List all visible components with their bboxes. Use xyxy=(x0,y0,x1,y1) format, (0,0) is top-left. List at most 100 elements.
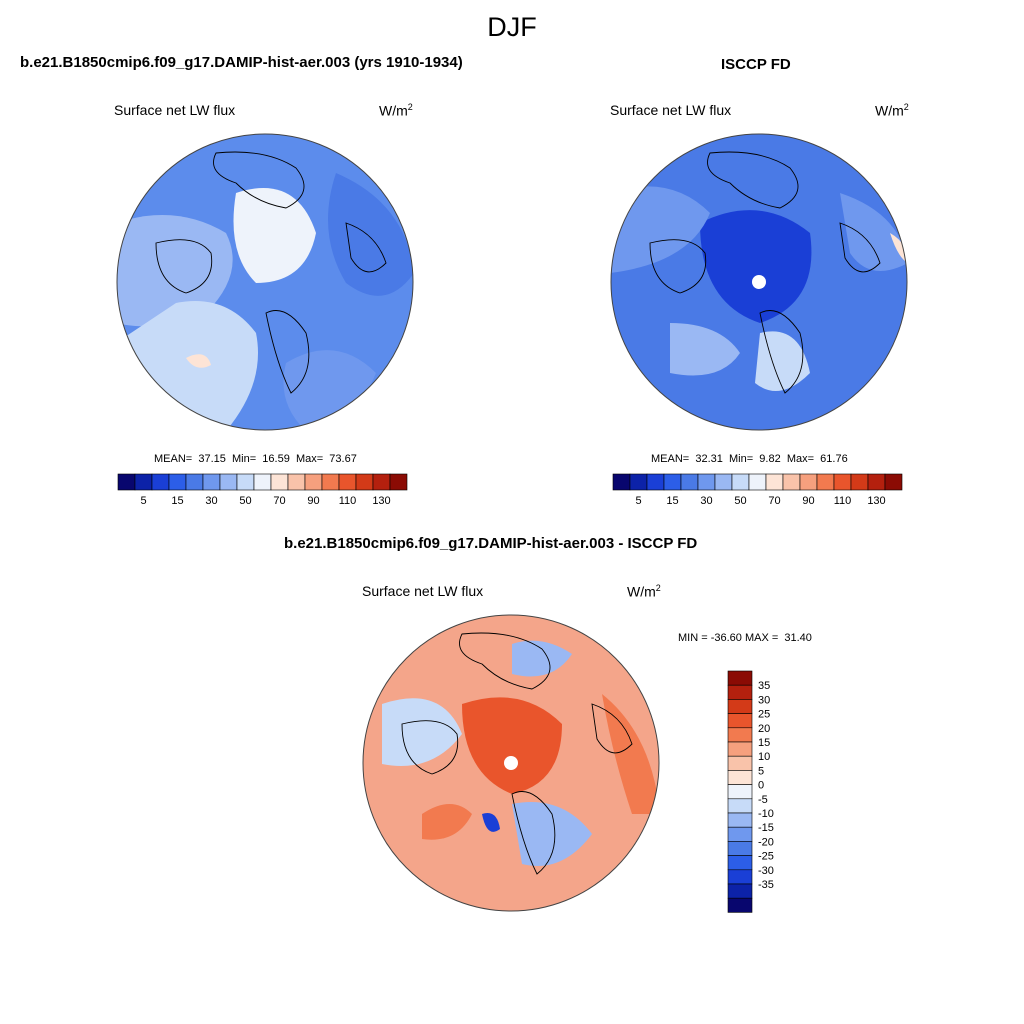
colorbar-swatch xyxy=(727,826,753,842)
region-warm xyxy=(890,233,907,263)
colorbar-tick-label: 25 xyxy=(758,709,770,721)
colorbar-swatch xyxy=(202,473,221,491)
colorbar-tick-label: 90 xyxy=(802,495,814,507)
colorbar-tick-label: 110 xyxy=(834,495,852,507)
colorbar-tick-label: 15 xyxy=(171,495,183,507)
colorbar-swatch xyxy=(304,473,323,491)
colorbar-swatch xyxy=(727,670,753,686)
colorbar-swatch xyxy=(629,473,648,491)
panel-title-diff: b.e21.B1850cmip6.f09_g17.DAMIP-hist-aer.… xyxy=(284,535,698,552)
minmax-diff: MIN = -36.60 MAX = 31.40 xyxy=(678,632,812,644)
colorbar-swatch xyxy=(663,473,682,491)
colorbar-tick-label: -10 xyxy=(758,808,774,820)
colorbar-swatch xyxy=(833,473,852,491)
colorbar-swatch xyxy=(727,883,753,899)
region-lighter xyxy=(117,215,233,327)
colorbar-tick-label: 5 xyxy=(140,495,146,507)
colorbar-tick-label: -30 xyxy=(758,865,774,877)
colorbar-swatch xyxy=(727,812,753,828)
region-warm-spot xyxy=(186,354,211,368)
units-label-obs: W/m2 xyxy=(875,102,909,119)
region-lightest xyxy=(755,331,810,391)
colorbar-tick-label: 130 xyxy=(372,495,390,507)
colorbar-swatch xyxy=(270,473,289,491)
colorbar-tick-label: -20 xyxy=(758,836,774,848)
stats-model: MEAN= 37.15 Min= 16.59 Max= 73.67 xyxy=(154,453,357,465)
colorbar-tick-label: -15 xyxy=(758,822,774,834)
region-strong-positive xyxy=(462,697,562,794)
colorbar-tick-label: -5 xyxy=(758,794,768,806)
colorbar-swatch xyxy=(727,784,753,800)
colorbar-tick-label: 130 xyxy=(867,495,885,507)
region-positive-2 xyxy=(602,694,659,814)
colorbar-model: 5 15 30 50 70 90 110 130 xyxy=(117,473,408,507)
colorbar-swatch xyxy=(714,473,733,491)
colorbar-tick-label: 35 xyxy=(758,680,770,692)
map-border xyxy=(610,133,908,431)
variable-label-model: Surface net LW flux xyxy=(114,102,236,118)
units-label-model: W/m2 xyxy=(379,102,413,119)
pole-hole xyxy=(752,275,766,289)
colorbar-swatch xyxy=(867,473,886,491)
colorbar-swatch xyxy=(355,473,374,491)
colorbar-swatch xyxy=(727,699,753,714)
colorbar-swatch xyxy=(680,473,699,491)
colorbar-swatch xyxy=(612,473,631,491)
colorbar-tick-label: 70 xyxy=(768,495,780,507)
colorbar-tick-label: 50 xyxy=(239,495,251,507)
colorbar-tick-label: 110 xyxy=(339,495,357,507)
colorbar-swatch xyxy=(727,727,753,743)
colorbar-swatch xyxy=(389,473,408,491)
colorbar-swatch xyxy=(236,473,255,491)
colorbar-tick-label: 30 xyxy=(758,694,770,706)
colorbar-swatch xyxy=(727,841,753,856)
region-dark-arctic xyxy=(700,210,812,323)
colorbar-swatch xyxy=(338,473,357,491)
pole-hole xyxy=(504,756,518,770)
region-arctic-ice xyxy=(233,188,316,283)
page-title: DJF xyxy=(487,12,537,42)
region-mid xyxy=(611,186,710,273)
colorbar-tick-label: 15 xyxy=(666,495,678,507)
region-positive xyxy=(422,804,472,840)
colorbar-swatch xyxy=(151,473,170,491)
colorbar-tick-label: 10 xyxy=(758,751,770,763)
colorbar-swatch xyxy=(727,770,753,785)
colorbar-tick-label: -35 xyxy=(758,879,774,891)
colorbar-tick-label: 50 xyxy=(734,495,746,507)
colorbar-tick-label: 70 xyxy=(273,495,285,507)
colorbar-swatch xyxy=(727,684,753,700)
colorbar-swatch xyxy=(117,473,136,491)
panel-title-model: b.e21.B1850cmip6.f09_g17.DAMIP-hist-aer.… xyxy=(20,54,463,71)
colorbar-tick-label: -25 xyxy=(758,851,774,863)
colorbar-swatch xyxy=(782,473,801,491)
colorbar-swatch xyxy=(727,798,753,814)
region-strong-negative xyxy=(482,813,500,832)
colorbar-swatch xyxy=(799,473,818,491)
polar-map-model xyxy=(116,133,414,431)
units-label-diff: W/m2 xyxy=(627,583,661,600)
colorbar-tick-label: 30 xyxy=(205,495,217,507)
variable-label-obs: Surface net LW flux xyxy=(610,102,732,118)
colorbar-swatch xyxy=(850,473,869,491)
coastline-path xyxy=(155,151,387,394)
panel-title-obs: ISCCP FD xyxy=(721,56,791,73)
colorbar-swatch xyxy=(748,473,767,491)
region-darker xyxy=(328,173,413,296)
colorbar-tick-label: 5 xyxy=(635,495,641,507)
colorbar-swatch xyxy=(646,473,665,491)
colorbar-swatch xyxy=(253,473,272,491)
region-mid xyxy=(283,350,376,430)
colorbar-swatch xyxy=(168,473,187,491)
colorbar-swatch xyxy=(727,741,753,757)
colorbar-tick-label: 90 xyxy=(307,495,319,507)
colorbar-obs: 5 15 30 50 70 90 110 130 xyxy=(612,473,903,507)
region-negative-3 xyxy=(512,640,572,677)
colorbar-swatch xyxy=(134,473,153,491)
colorbar-swatch xyxy=(731,473,750,491)
region-negative xyxy=(382,698,462,766)
colorbar-swatch xyxy=(727,855,753,871)
colorbar-swatch xyxy=(185,473,204,491)
colorbar-tick-label: 5 xyxy=(758,765,764,777)
map-border xyxy=(362,614,660,912)
